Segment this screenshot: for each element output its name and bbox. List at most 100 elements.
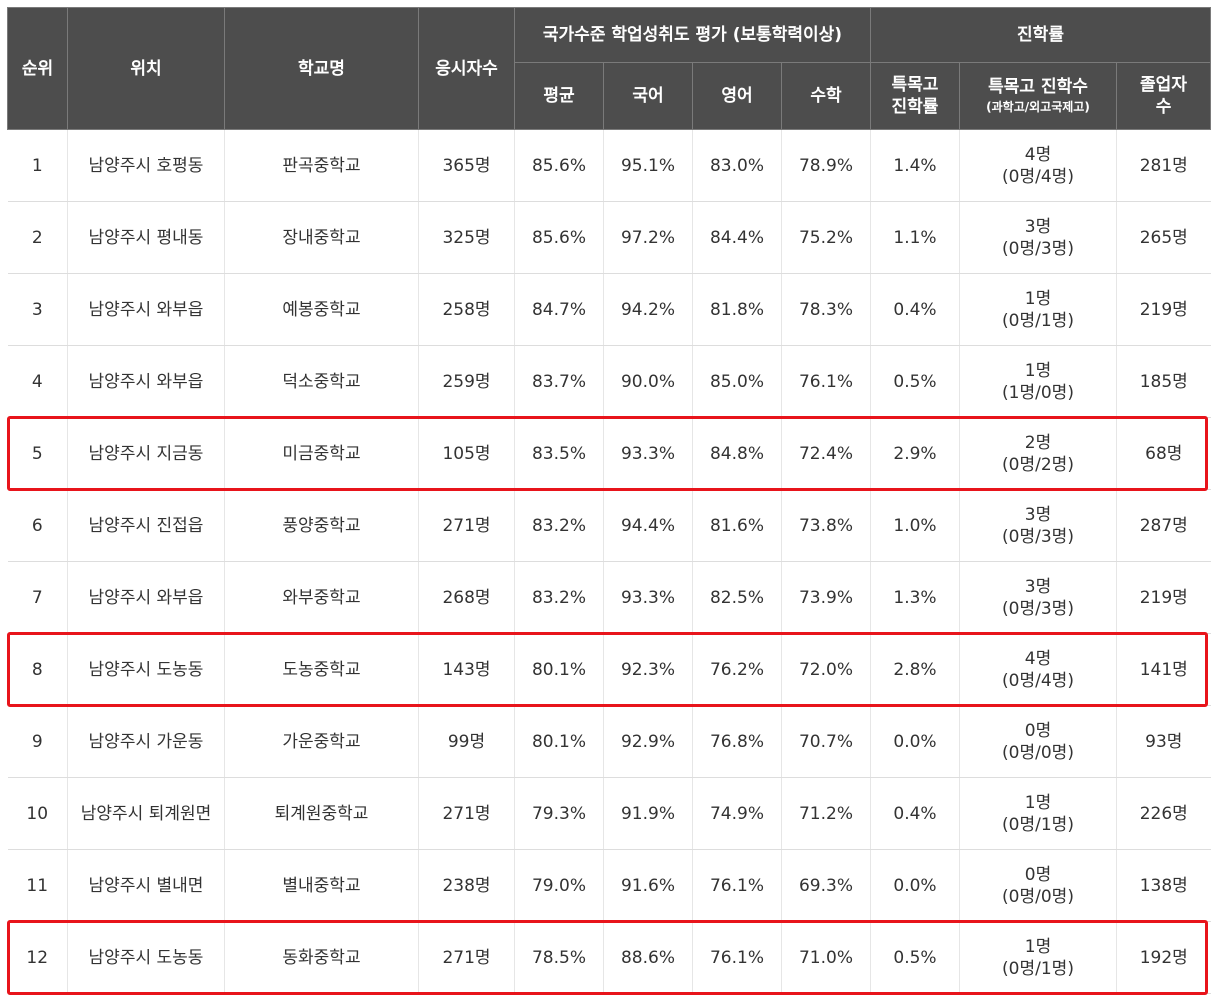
cell-school: 미금중학교 <box>224 417 419 490</box>
cell-special-rate: 0.4% <box>870 777 960 850</box>
cell-graduates: 219명 <box>1116 273 1211 346</box>
cell-average: 83.5% <box>514 417 604 490</box>
cell-graduates: 138명 <box>1116 849 1211 922</box>
cell-average: 78.5% <box>514 921 604 994</box>
cell-average: 79.3% <box>514 777 604 850</box>
cell-rank: 4 <box>7 345 68 418</box>
special-count-total: 0명 <box>1024 864 1052 885</box>
header-special-rate: 특목고 진학률 <box>870 62 960 130</box>
header-special-rate-line2: 진학률 <box>891 97 939 117</box>
cell-rank: 1 <box>7 129 68 202</box>
cell-special-count: 0명 (0명/0명) <box>959 849 1117 922</box>
cell-graduates: 226명 <box>1116 777 1211 850</box>
special-count-detail: (0명/4명) <box>1002 670 1074 691</box>
cell-examinees: 271명 <box>418 489 515 562</box>
header-achievement-group: 국가수준 학업성취도 평가 (보통학력이상) <box>514 7 871 63</box>
cell-average: 80.1% <box>514 705 604 778</box>
special-count-total: 1명 <box>1024 288 1052 309</box>
header-english: 영어 <box>692 62 782 130</box>
header-graduates-line1: 졸업자 <box>1140 75 1187 95</box>
cell-graduates: 287명 <box>1116 489 1211 562</box>
special-count-detail: (0명/1명) <box>1002 310 1074 331</box>
cell-special-count: 3명 (0명/3명) <box>959 489 1117 562</box>
cell-math: 73.8% <box>781 489 871 562</box>
header-special-count-line2: (과학고/외고국제고) <box>986 100 1090 114</box>
table-row: 6 남양주시 진접읍 풍양중학교 271명 83.2% 94.4% 81.6% … <box>7 489 1211 562</box>
cell-special-count: 3명 (0명/3명) <box>959 561 1117 634</box>
cell-location: 남양주시 도농동 <box>67 921 225 994</box>
cell-korean: 93.3% <box>603 417 693 490</box>
cell-special-rate: 0.0% <box>870 705 960 778</box>
cell-korean: 92.3% <box>603 633 693 706</box>
cell-examinees: 105명 <box>418 417 515 490</box>
cell-graduates: 141명 <box>1116 633 1211 706</box>
header-korean: 국어 <box>603 62 693 130</box>
cell-special-count: 1명 (0명/1명) <box>959 921 1117 994</box>
header-average: 평균 <box>514 62 604 130</box>
header-graduates-line2: 수 <box>1155 97 1172 117</box>
cell-graduates: 265명 <box>1116 201 1211 274</box>
cell-school: 퇴계원중학교 <box>224 777 419 850</box>
cell-special-rate: 1.3% <box>870 561 960 634</box>
cell-location: 남양주시 호평동 <box>67 129 225 202</box>
cell-average: 83.2% <box>514 489 604 562</box>
header-graduates: 졸업자 수 <box>1115 62 1212 130</box>
special-count-total: 4명 <box>1024 144 1052 165</box>
table-row: 8 남양주시 도농동 도농중학교 143명 80.1% 92.3% 76.2% … <box>7 633 1211 706</box>
special-count-total: 2명 <box>1024 432 1052 453</box>
table-row: 9 남양주시 가운동 가운중학교 99명 80.1% 92.9% 76.8% 7… <box>7 705 1211 778</box>
table-row: 2 남양주시 평내동 장내중학교 325명 85.6% 97.2% 84.4% … <box>7 201 1211 274</box>
cell-special-count: 1명 (0명/1명) <box>959 777 1117 850</box>
cell-korean: 93.3% <box>603 561 693 634</box>
cell-math: 78.3% <box>781 273 871 346</box>
cell-school: 가운중학교 <box>224 705 419 778</box>
header-special-rate-line1: 특목고 <box>891 75 939 95</box>
cell-english: 83.0% <box>692 129 782 202</box>
table-header: 순위 위치 학교명 응시자수 국가수준 학업성취도 평가 (보통학력이상) 진학… <box>7 7 1212 130</box>
table-body: 1 남양주시 호평동 판곡중학교 365명 85.6% 95.1% 83.0% … <box>7 129 1211 994</box>
cell-korean: 95.1% <box>603 129 693 202</box>
cell-school: 와부중학교 <box>224 561 419 634</box>
special-count-total: 1명 <box>1024 360 1052 381</box>
cell-average: 84.7% <box>514 273 604 346</box>
cell-english: 76.2% <box>692 633 782 706</box>
cell-english: 84.8% <box>692 417 782 490</box>
cell-special-rate: 0.4% <box>870 273 960 346</box>
header-math: 수학 <box>781 62 871 130</box>
cell-english: 85.0% <box>692 345 782 418</box>
cell-english: 81.8% <box>692 273 782 346</box>
cell-math: 75.2% <box>781 201 871 274</box>
cell-location: 남양주시 진접읍 <box>67 489 225 562</box>
cell-rank: 7 <box>7 561 68 634</box>
cell-special-rate: 0.5% <box>870 921 960 994</box>
cell-rank: 10 <box>7 777 68 850</box>
cell-math: 71.0% <box>781 921 871 994</box>
header-examinees: 응시자수 <box>418 7 515 130</box>
cell-location: 남양주시 와부읍 <box>67 273 225 346</box>
table-row: 1 남양주시 호평동 판곡중학교 365명 85.6% 95.1% 83.0% … <box>7 129 1211 202</box>
cell-math: 69.3% <box>781 849 871 922</box>
special-count-detail: (0명/1명) <box>1002 814 1074 835</box>
cell-average: 85.6% <box>514 129 604 202</box>
cell-location: 남양주시 와부읍 <box>67 345 225 418</box>
header-location: 위치 <box>67 7 225 130</box>
table-row: 4 남양주시 와부읍 덕소중학교 259명 83.7% 90.0% 85.0% … <box>7 345 1211 418</box>
cell-english: 74.9% <box>692 777 782 850</box>
cell-math: 70.7% <box>781 705 871 778</box>
cell-school: 풍양중학교 <box>224 489 419 562</box>
cell-special-count: 3명 (0명/3명) <box>959 201 1117 274</box>
cell-math: 71.2% <box>781 777 871 850</box>
special-count-total: 0명 <box>1024 720 1052 741</box>
special-count-detail: (1명/0명) <box>1002 382 1074 403</box>
cell-english: 82.5% <box>692 561 782 634</box>
cell-school: 예봉중학교 <box>224 273 419 346</box>
ranking-table-container: 순위 위치 학교명 응시자수 국가수준 학업성취도 평가 (보통학력이상) 진학… <box>7 7 1212 995</box>
special-count-total: 3명 <box>1024 216 1052 237</box>
cell-school: 판곡중학교 <box>224 129 419 202</box>
header-special-count-line1: 특목고 진학수 <box>988 77 1088 97</box>
cell-location: 남양주시 도농동 <box>67 633 225 706</box>
cell-graduates: 185명 <box>1116 345 1211 418</box>
cell-location: 남양주시 가운동 <box>67 705 225 778</box>
cell-average: 80.1% <box>514 633 604 706</box>
cell-special-count: 1명 (0명/1명) <box>959 273 1117 346</box>
